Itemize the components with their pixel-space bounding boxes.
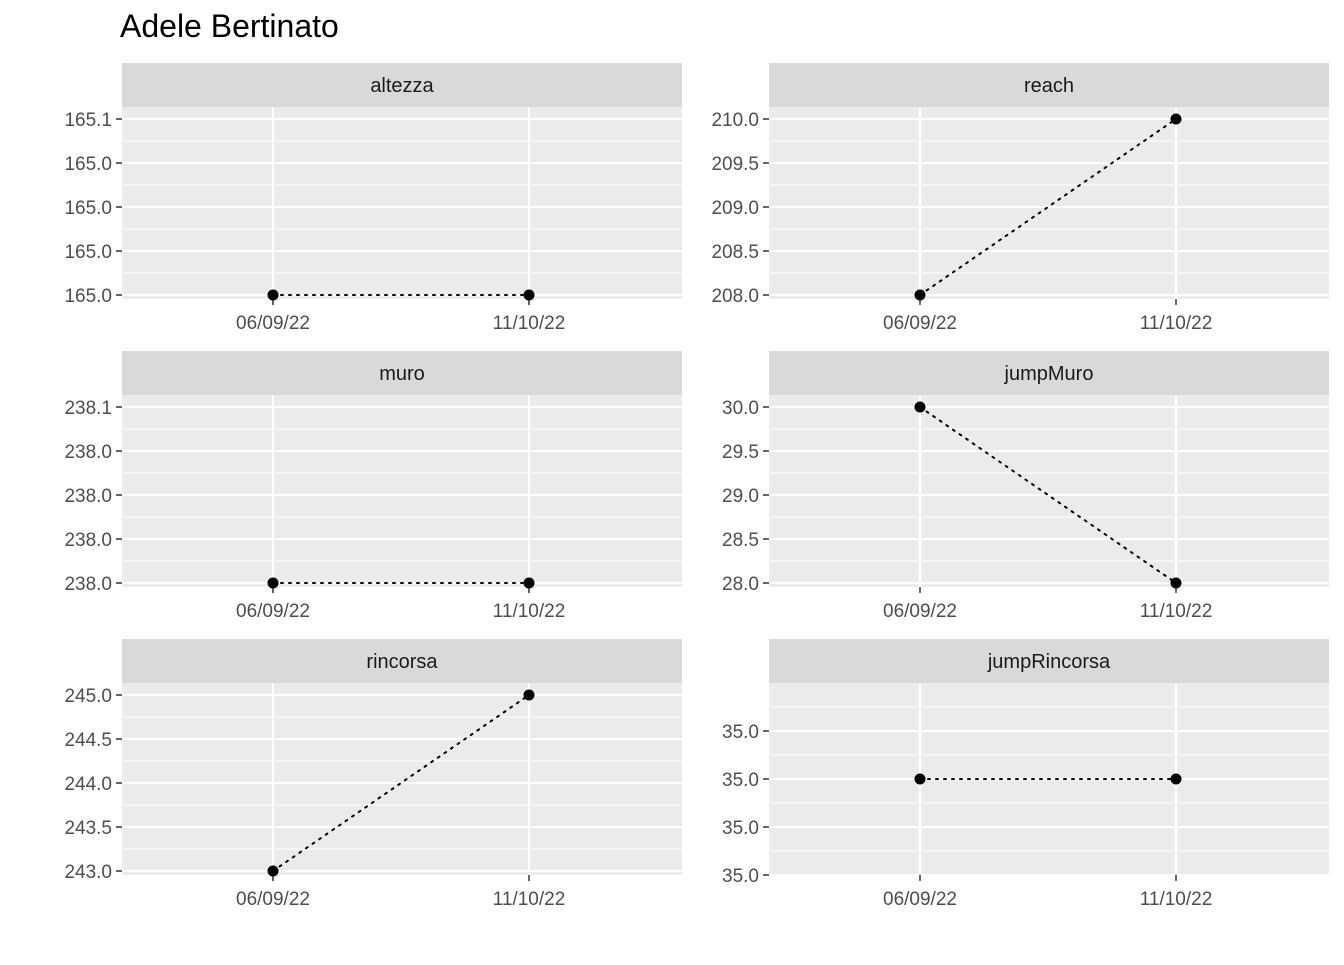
- panel-background: [769, 395, 1329, 587]
- data-point-reach-0: [914, 289, 926, 301]
- chart-title: Adele Bertinato: [120, 8, 339, 44]
- data-point-rincorsa-0: [267, 865, 279, 877]
- y-tick-label: 244.5: [64, 730, 112, 751]
- facet-panel-jumprincorsa: jumpRincorsa 35.0 35.0 35.0 35.0 06/09/22 11/1…: [722, 639, 1329, 910]
- data-point-jumprincorsa-1: [1170, 773, 1182, 785]
- x-tick-label: 11/10/22: [493, 313, 566, 334]
- data-point-altezza-0: [267, 289, 279, 301]
- x-tick-label: 06/09/22: [883, 313, 957, 334]
- y-tick-label: 208.0: [711, 286, 759, 307]
- x-tick-label: 06/09/22: [236, 889, 310, 910]
- facet-panel-reach: reach 210.0 209.5 209.0 208.5 208.0 06/09/22 11…: [711, 63, 1329, 334]
- y-tick-label: 29.0: [722, 486, 759, 507]
- y-tick-label: 165.0: [64, 198, 112, 219]
- data-point-rincorsa-1: [523, 689, 535, 701]
- facet-strip-label: jumpRincorsa: [987, 651, 1111, 673]
- panel-background: [122, 395, 682, 587]
- y-tick-label: 209.5: [711, 154, 759, 175]
- y-tick-label: 210.0: [711, 110, 759, 131]
- facet-strip: [769, 351, 1329, 395]
- series-line: [919, 118, 1177, 296]
- y-tick-label: 165.0: [64, 154, 112, 175]
- data-point-jumpmuro-1: [1170, 577, 1182, 589]
- x-tick-label: 06/09/22: [236, 313, 310, 334]
- y-tick-label: 35.0: [722, 866, 759, 887]
- series-line: [272, 694, 530, 872]
- x-tick-label: 11/10/22: [1140, 313, 1213, 334]
- y-tick-label: 238.0: [64, 574, 112, 595]
- y-tick-label: 165.1: [64, 110, 112, 131]
- data-point-jumpmuro-0: [914, 401, 926, 413]
- facet-strip-label: altezza: [370, 75, 434, 97]
- y-tick-label: 243.5: [64, 818, 112, 839]
- data-point-muro-1: [523, 577, 535, 589]
- facet-strip-label: jumpMuro: [1004, 363, 1094, 385]
- x-tick-label: 06/09/22: [883, 889, 957, 910]
- facet-strip: [122, 639, 682, 683]
- y-tick-label: 28.0: [722, 574, 759, 595]
- y-tick-label: 29.5: [722, 442, 759, 463]
- y-tick-label: 30.0: [722, 398, 759, 419]
- y-tick-label: 238.0: [64, 530, 112, 551]
- facet-strip-label: reach: [1024, 75, 1074, 97]
- y-tick-label: 238.0: [64, 486, 112, 507]
- y-tick-label: 165.0: [64, 286, 112, 307]
- y-tick-label: 238.1: [64, 398, 112, 419]
- x-tick-label: 06/09/22: [883, 601, 957, 622]
- data-point-reach-1: [1170, 113, 1182, 125]
- facet-strip: [769, 639, 1329, 683]
- facet-panel-altezza: altezza 165.1 165.0 165.0 165.0 165.0 06/09/22…: [64, 63, 682, 334]
- panel-background: [122, 683, 682, 875]
- series-line: [919, 406, 1177, 584]
- facet-strip-label: muro: [379, 363, 425, 385]
- panel-background: [769, 107, 1329, 299]
- data-point-altezza-1: [523, 289, 535, 301]
- y-tick-label: 244.0: [64, 774, 112, 795]
- y-tick-label: 35.0: [722, 770, 759, 791]
- y-tick-label: 245.0: [64, 686, 112, 707]
- panel-background: [122, 107, 682, 299]
- facet-strip: [769, 63, 1329, 107]
- data-point-muro-0: [267, 577, 279, 589]
- y-tick-label: 238.0: [64, 442, 112, 463]
- x-tick-label: 11/10/22: [1140, 889, 1213, 910]
- y-tick-label: 35.0: [722, 818, 759, 839]
- y-tick-label: 35.0: [722, 722, 759, 743]
- x-tick-label: 11/10/22: [1140, 601, 1213, 622]
- facet-strip: [122, 63, 682, 107]
- facet-panel-jumpmuro: jumpMuro 30.0 29.5 29.0 28.5 28.0 06/09/22 11/1…: [722, 351, 1329, 622]
- facet-strip: [122, 351, 682, 395]
- y-tick-label: 28.5: [722, 530, 759, 551]
- data-point-jumprincorsa-0: [914, 773, 926, 785]
- y-tick-label: 165.0: [64, 242, 112, 263]
- facet-strip-label: rincorsa: [366, 651, 438, 673]
- x-tick-label: 06/09/22: [236, 601, 310, 622]
- y-tick-label: 209.0: [711, 198, 759, 219]
- x-tick-label: 11/10/22: [493, 601, 566, 622]
- facet-panel-muro: muro 238.1 238.0 238.0 238.0 238.0 06/09/22 11/…: [64, 351, 682, 622]
- y-tick-label: 208.5: [711, 242, 759, 263]
- x-tick-label: 11/10/22: [493, 889, 566, 910]
- facet-panel-rincorsa: rincorsa 245.0 244.5 244.0 243.5 243.0 06/09/2…: [64, 639, 682, 910]
- y-tick-label: 243.0: [64, 862, 112, 883]
